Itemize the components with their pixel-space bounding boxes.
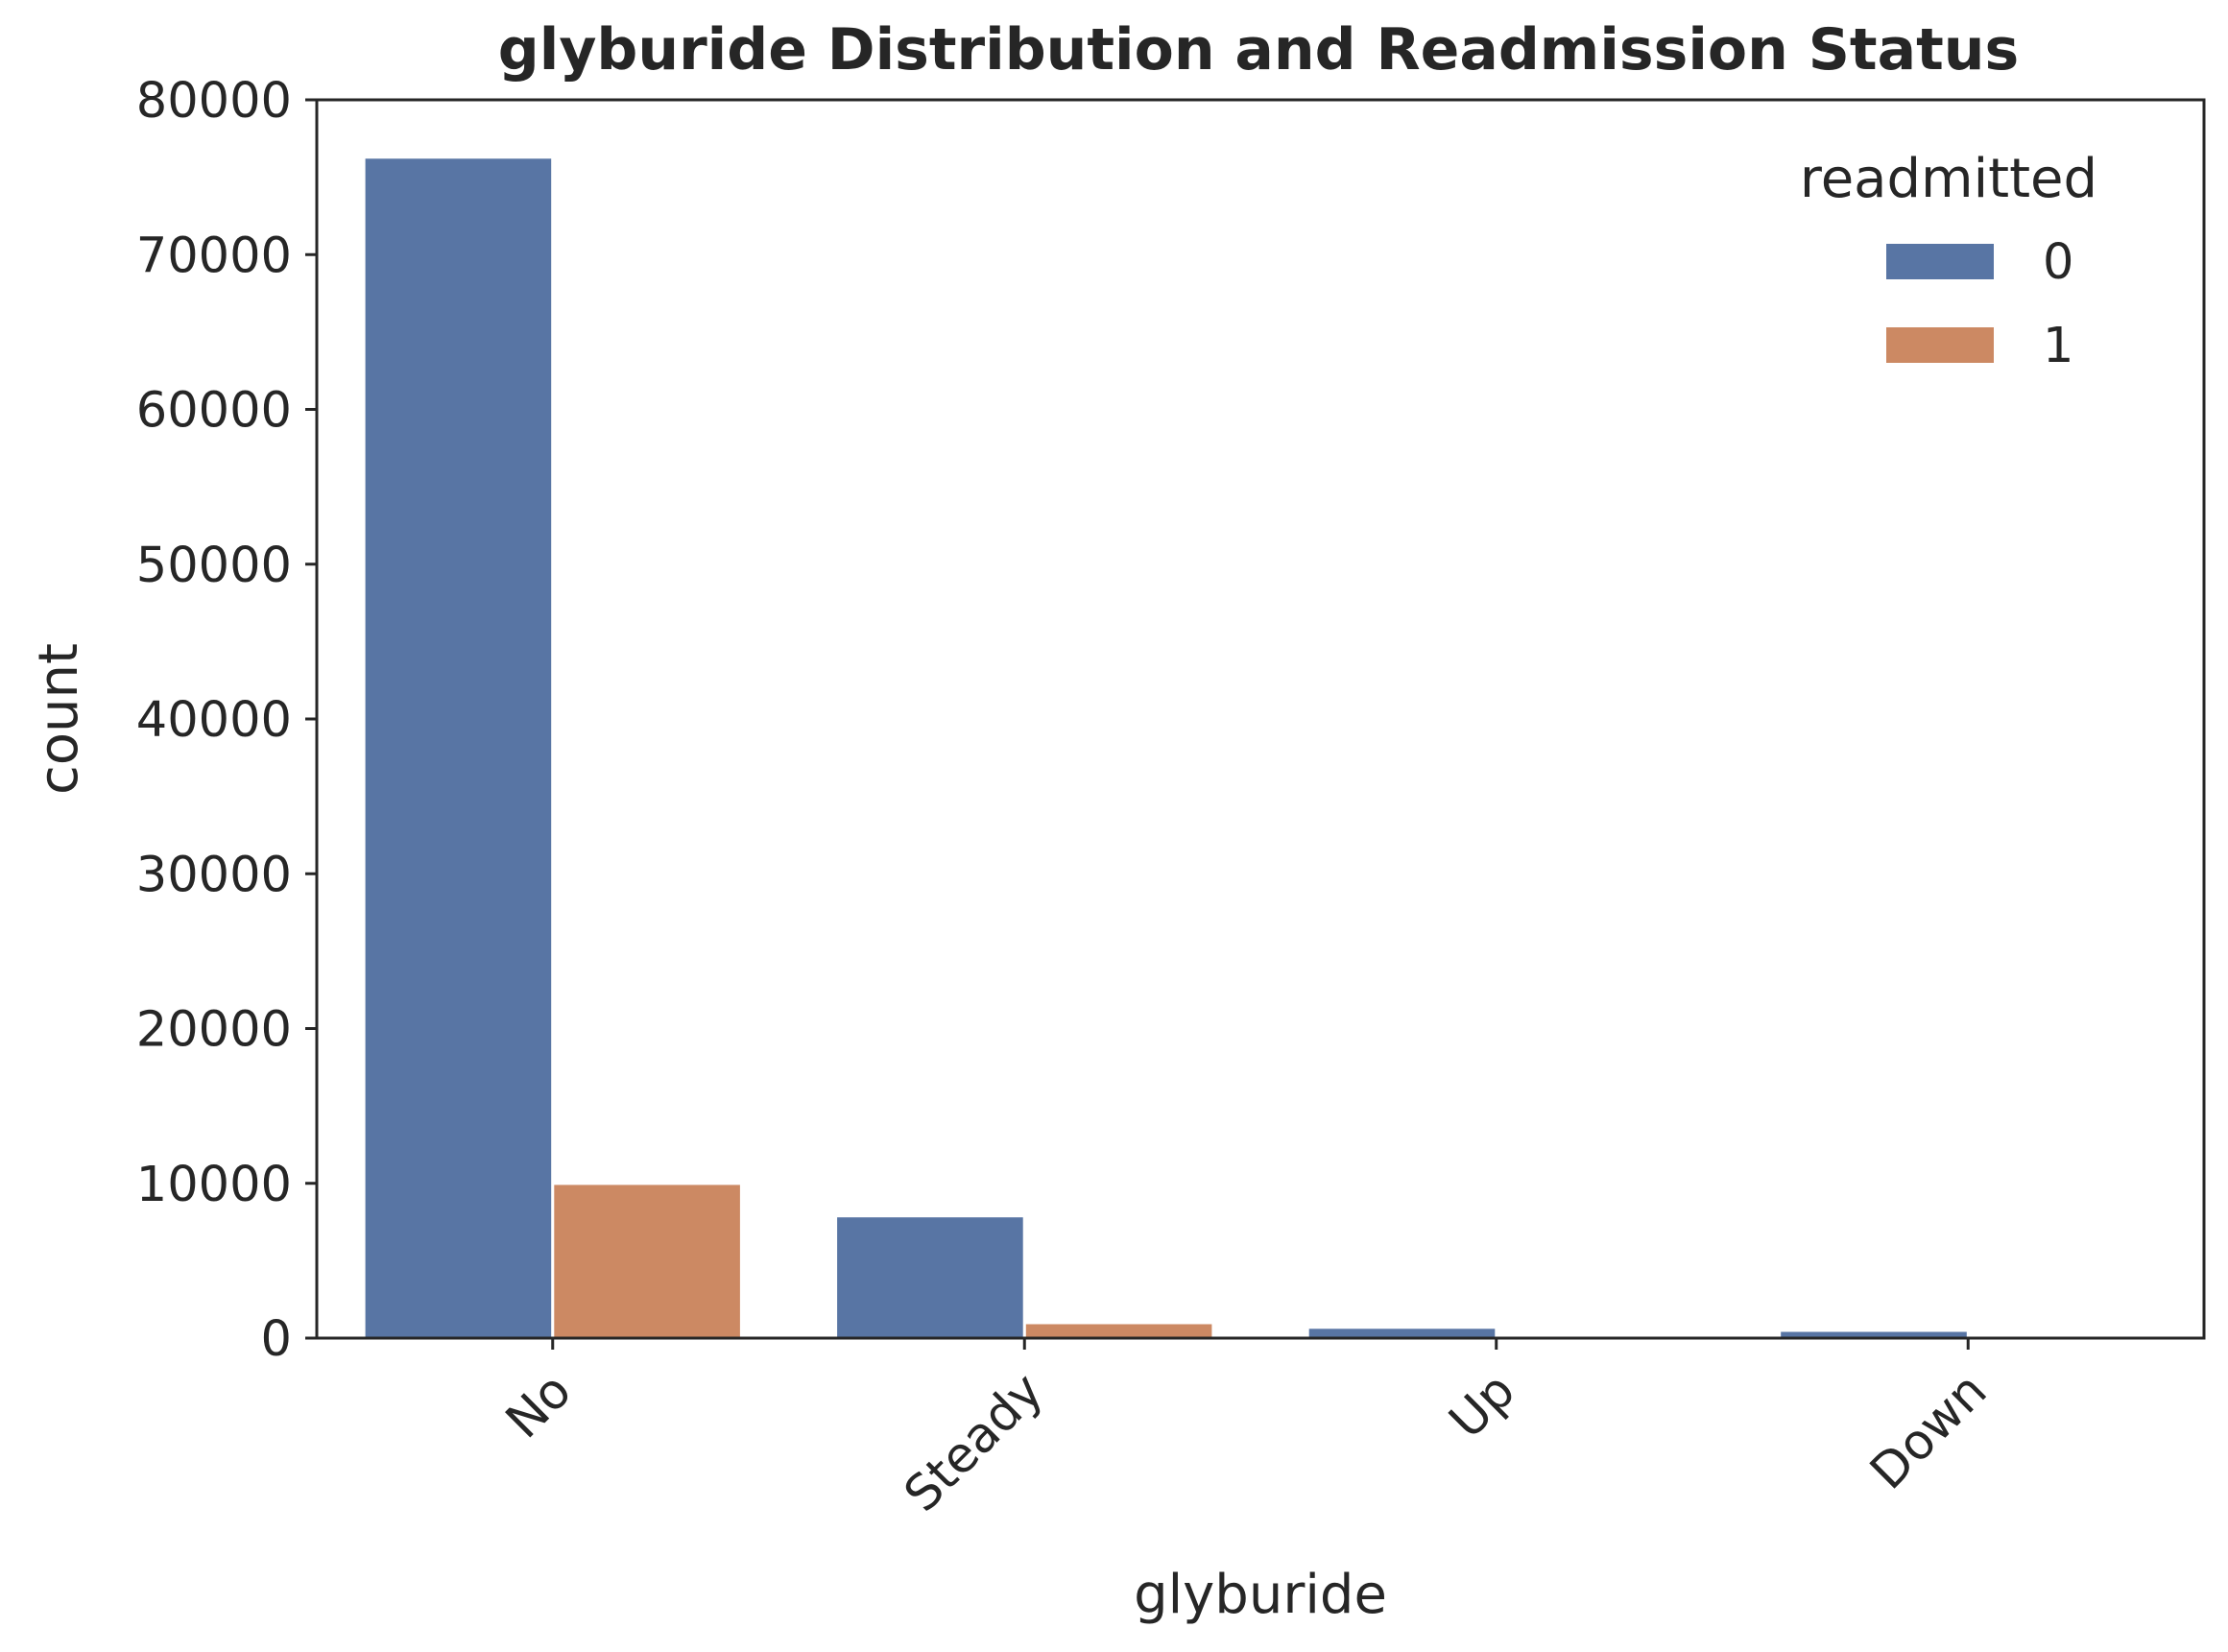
y-axis-ticks: 0 10000 20000 30000 40000 50000 60000 70000 8000…: [136, 73, 317, 1368]
y-tick-label: 70000: [136, 227, 292, 284]
x-axis-label: glyburide: [1134, 1564, 1387, 1626]
y-tick-label: 60000: [136, 383, 292, 440]
legend-label-series-0: 0: [2043, 234, 2073, 291]
x-tick-label-up: Up: [1439, 1362, 1526, 1449]
y-tick-label: 50000: [136, 538, 292, 594]
bars-group: [365, 158, 2156, 1338]
y-tick-label: 20000: [136, 1002, 292, 1059]
x-tick-label-steady: Steady: [894, 1362, 1054, 1522]
legend: readmitted 0 1: [1800, 148, 2097, 374]
x-axis-ticks: No Steady Up Down: [495, 1338, 1998, 1523]
bar-steady-series-0: [837, 1217, 1023, 1338]
bar-no-series-0: [365, 158, 552, 1338]
y-tick-label: 0: [261, 1311, 292, 1368]
y-tick-label: 40000: [136, 692, 292, 749]
legend-swatch-series-0: [1886, 244, 1994, 279]
x-tick-label-no: No: [495, 1362, 583, 1449]
bar-steady-series-1: [1025, 1324, 1212, 1338]
y-axis-label: count: [28, 643, 90, 795]
x-tick-label-down: Down: [1860, 1362, 1999, 1500]
chart-title: glyburide Distribution and Readmission S…: [498, 16, 2019, 84]
y-tick-label: 10000: [136, 1157, 292, 1213]
y-tick-label: 80000: [136, 73, 292, 130]
bar-up-series-0: [1308, 1329, 1496, 1338]
legend-label-series-1: 1: [2043, 318, 2073, 374]
plot-frame: [315, 98, 2206, 1340]
bar-no-series-1: [554, 1185, 740, 1338]
legend-swatch-series-1: [1886, 327, 1994, 363]
legend-title: readmitted: [1800, 148, 2097, 210]
y-tick-label: 30000: [136, 847, 292, 903]
bar-down-series-0: [1781, 1331, 1967, 1338]
